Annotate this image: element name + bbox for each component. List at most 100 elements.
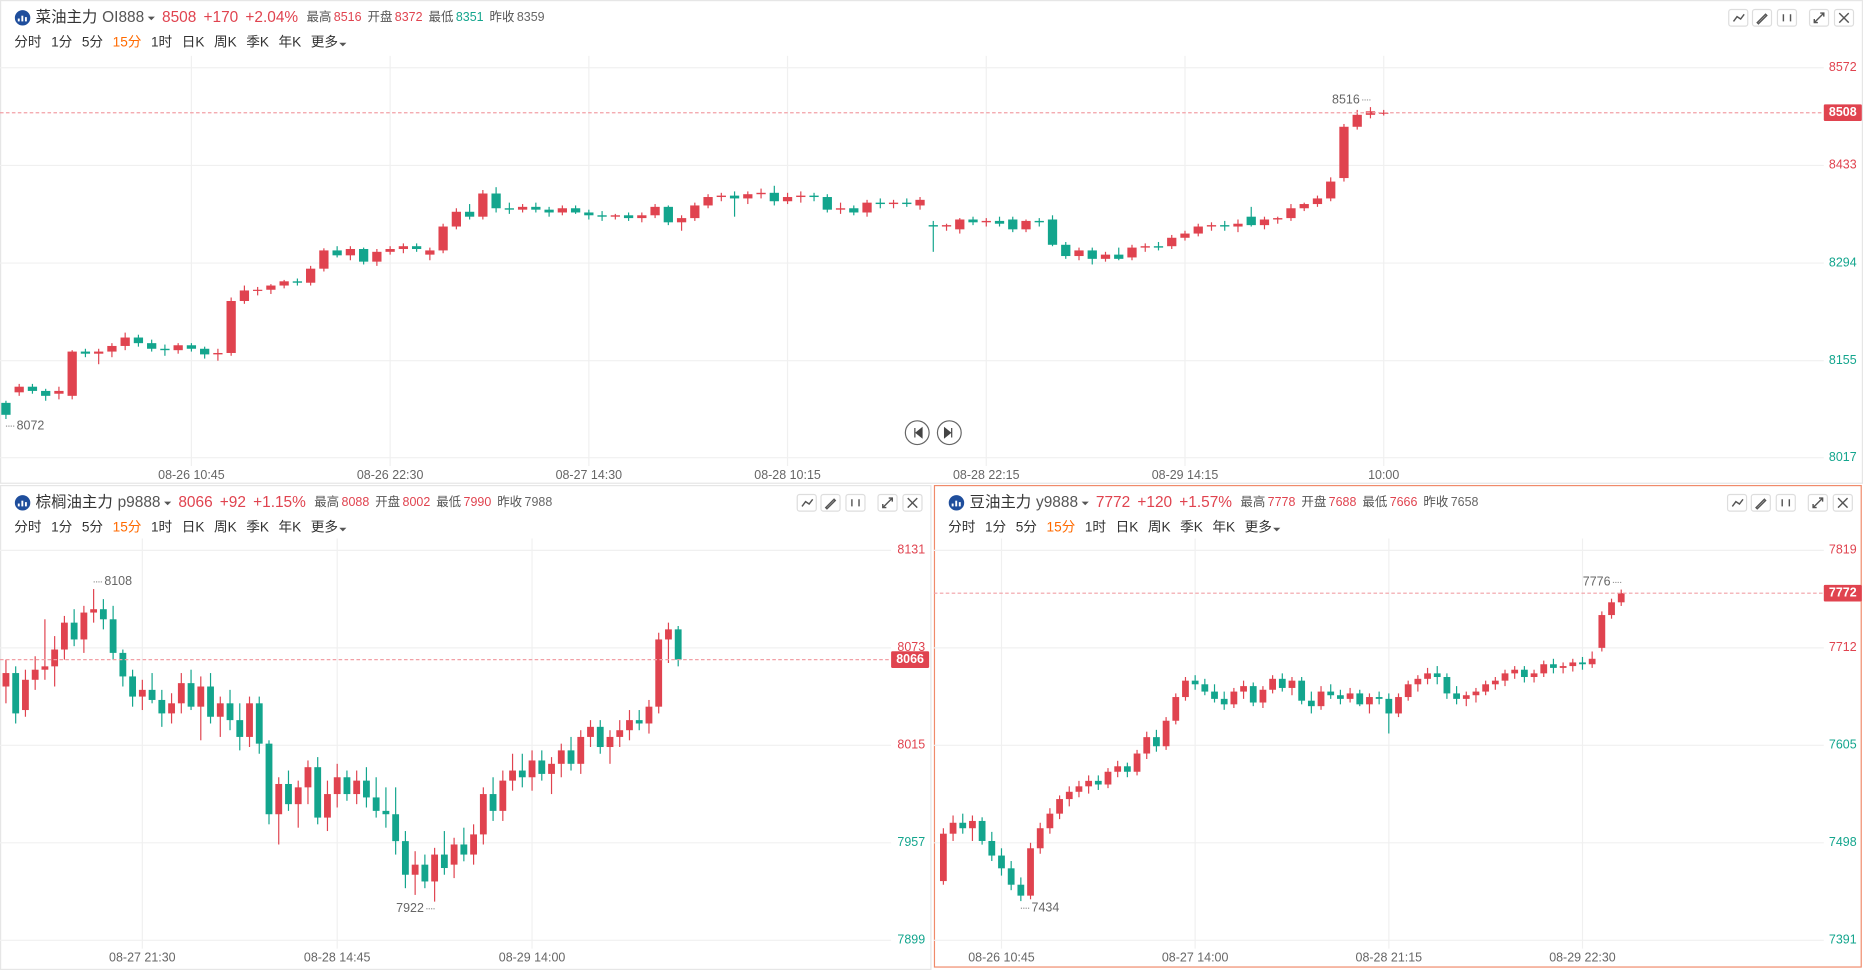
toolbar-glyph [1812, 497, 1824, 509]
period-tab[interactable]: 年K [279, 34, 302, 49]
candle-body [1162, 720, 1170, 747]
logo-bar [21, 15, 24, 22]
period-tab[interactable]: 更多 [311, 33, 338, 49]
stat-label: 昨收 [497, 495, 522, 509]
toolbar-glyph [1756, 13, 1768, 25]
period-tab[interactable]: 更多 [1245, 518, 1272, 534]
candle-body [239, 290, 250, 301]
instrument-code: OI888 [102, 9, 144, 26]
playback-glyph [914, 426, 923, 439]
candle-body [538, 760, 546, 774]
candle-body [1273, 218, 1283, 220]
candle-body [440, 854, 448, 869]
candle-body [90, 609, 98, 613]
candle-body [1472, 691, 1480, 696]
period-tab[interactable]: 1分 [51, 519, 73, 534]
candle-body [928, 225, 938, 227]
candle-body [1143, 737, 1151, 754]
period-tab[interactable]: 年K [279, 519, 302, 534]
period-tab[interactable]: 更多 [311, 518, 338, 534]
y-tick-label: 8155 [1829, 353, 1857, 367]
candle-body [1100, 254, 1111, 259]
candle-body [998, 855, 1005, 869]
candle-body [99, 609, 107, 620]
period-tab[interactable]: 分时 [14, 34, 42, 49]
candle-body [969, 820, 976, 829]
period-tab[interactable]: 日K [1116, 519, 1139, 534]
candle-body [319, 250, 329, 269]
candle-body [1395, 697, 1402, 714]
candle-body [177, 683, 185, 704]
period-tab[interactable]: 季K [1180, 519, 1203, 534]
period-tab[interactable]: 日K [182, 519, 205, 534]
candle-body [216, 703, 224, 717]
candle-body [1046, 813, 1054, 829]
stat-value: 8351 [456, 10, 484, 24]
candle-body [1491, 680, 1499, 685]
candle-body [1379, 112, 1389, 114]
stat-value: 8088 [342, 495, 370, 509]
candle-body [1, 402, 11, 415]
y-tick-label: 7957 [897, 835, 925, 849]
period-tab[interactable]: 季K [246, 519, 269, 534]
period-tab[interactable]: 1分 [51, 34, 73, 49]
period-tab[interactable]: 分时 [14, 519, 42, 534]
candle-body [12, 673, 20, 714]
candle-body [743, 194, 753, 199]
panel [933, 484, 1862, 968]
period-tab[interactable]: 1时 [1085, 519, 1107, 534]
candle-body [1140, 246, 1150, 248]
period-tab[interactable]: 1时 [151, 34, 173, 49]
toolbar-glyph [851, 499, 860, 507]
candle-body [213, 352, 223, 355]
more-arrow [339, 527, 347, 532]
period-tab[interactable]: 5分 [82, 519, 104, 534]
period-tab[interactable]: 周K [214, 34, 237, 49]
period-tab[interactable]: 1时 [151, 519, 173, 534]
candle-body [796, 195, 806, 198]
candle-body [1220, 225, 1230, 227]
period-tab[interactable]: 周K [1148, 519, 1171, 534]
period-tab[interactable]: 5分 [1016, 519, 1038, 534]
logo-bar [955, 500, 958, 507]
candle-body [531, 206, 541, 210]
toolbar-button[interactable] [845, 493, 866, 512]
candle-body [197, 686, 205, 707]
period-tab[interactable]: 年K [1212, 519, 1235, 534]
period-tab[interactable]: 15分 [113, 519, 142, 534]
candle-body [385, 249, 395, 252]
period-tab[interactable]: 周K [214, 519, 237, 534]
instrument-code: y9888 [1036, 494, 1078, 511]
candle-body [265, 743, 273, 815]
candle-body [489, 794, 497, 811]
period-tab[interactable]: 15分 [113, 34, 142, 49]
period-tab[interactable]: 15分 [1046, 519, 1075, 534]
toolbar-glyph [1731, 498, 1744, 507]
candle-body [1326, 181, 1336, 199]
price-change-pct: +1.15% [253, 494, 306, 511]
candle-body [610, 215, 620, 217]
candle-body [119, 652, 127, 677]
stat-value: 7990 [464, 495, 492, 509]
candle-body [1453, 693, 1460, 699]
period-tab[interactable]: 季K [246, 34, 269, 49]
candle-body [1240, 686, 1247, 692]
candle-body [80, 351, 91, 354]
x-tick-label: 10:00 [1368, 468, 1399, 482]
candle-body [470, 834, 478, 855]
toolbar-button[interactable] [1776, 8, 1798, 27]
period-tab[interactable]: 1分 [985, 519, 1007, 534]
annotation-high: 7776 [1583, 575, 1611, 589]
period-tab[interactable]: 分时 [948, 519, 976, 534]
candle-body [597, 215, 607, 217]
x-tick-label: 08-28 21:15 [1356, 950, 1423, 964]
price-tag-label: 7772 [1829, 585, 1857, 599]
y-tick-label: 8572 [1829, 60, 1857, 74]
candle-body [41, 666, 49, 670]
toolbar-button[interactable] [1775, 493, 1796, 512]
price-change-pct: +1.57% [1179, 494, 1232, 511]
period-tab[interactable]: 日K [182, 34, 205, 49]
period-tab[interactable]: 5分 [82, 34, 104, 49]
candle-body [1540, 664, 1548, 674]
